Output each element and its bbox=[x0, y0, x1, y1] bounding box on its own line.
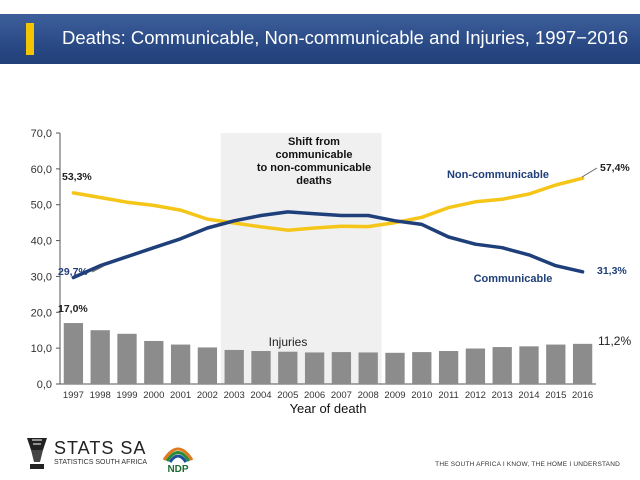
stats-sa-name: STATS SA bbox=[54, 438, 147, 458]
x-tick-label: 2015 bbox=[545, 390, 566, 401]
injuries-bar bbox=[251, 351, 271, 384]
injuries-bar bbox=[492, 347, 512, 384]
injuries-bar bbox=[144, 340, 164, 384]
injuries-series-label: Injuries bbox=[269, 335, 308, 349]
shift-annotation-line: Shift from bbox=[288, 136, 340, 148]
y-tick-label: 30,0 bbox=[31, 271, 52, 283]
x-tick-label: 2011 bbox=[438, 390, 458, 401]
x-axis-label: Year of death bbox=[290, 401, 367, 416]
non-communicable-end-leader bbox=[581, 167, 598, 178]
x-tick-label: 2000 bbox=[143, 390, 164, 401]
x-tick-label: 1999 bbox=[116, 390, 137, 401]
x-tick-label: 2007 bbox=[331, 390, 352, 401]
shaded-region bbox=[220, 133, 382, 384]
shift-annotation-line: deaths bbox=[296, 175, 331, 187]
title-accent-bar bbox=[26, 23, 34, 55]
injuries-bar bbox=[438, 351, 459, 384]
x-tick-label: 2010 bbox=[411, 390, 432, 401]
shift-annotation-line: to non-communicable bbox=[257, 162, 371, 174]
x-tick-label: 2013 bbox=[492, 390, 513, 401]
y-tick-label: 0,0 bbox=[37, 379, 52, 391]
x-tick-label: 1997 bbox=[63, 390, 84, 401]
non-communicable-line bbox=[71, 176, 585, 232]
non-communicable-start-label: 53,3% bbox=[62, 171, 92, 183]
y-tick-label: 20,0 bbox=[31, 307, 52, 319]
injuries-bar bbox=[224, 349, 244, 384]
injuries-bar bbox=[412, 352, 432, 384]
x-tick-label: 2009 bbox=[384, 390, 405, 401]
injuries-bar bbox=[358, 352, 378, 384]
x-tick-label: 2012 bbox=[465, 390, 486, 401]
title-banner: Deaths: Communicable, Non-communicable a… bbox=[0, 14, 640, 64]
communicable-line bbox=[71, 210, 585, 280]
injuries-bar bbox=[197, 347, 218, 384]
x-tick-label: 1998 bbox=[90, 390, 111, 401]
injuries-bar bbox=[572, 343, 593, 384]
x-tick-label: 2014 bbox=[518, 390, 539, 401]
x-tick-label: 2003 bbox=[224, 390, 245, 401]
injuries-bar bbox=[465, 348, 486, 384]
x-tick-label: 2004 bbox=[250, 390, 271, 401]
y-tick-label: 60,0 bbox=[31, 164, 52, 176]
stats-sa-emblem-icon bbox=[27, 438, 47, 469]
x-tick-label: 2006 bbox=[304, 390, 325, 401]
injuries-bar bbox=[90, 330, 110, 384]
injuries-bar bbox=[385, 352, 405, 384]
y-tick-label: 40,0 bbox=[31, 236, 52, 248]
communicable-series-label: Communicable bbox=[474, 273, 553, 285]
page-title: Deaths: Communicable, Non-communicable a… bbox=[62, 27, 629, 48]
x-tick-label: 2016 bbox=[572, 390, 593, 401]
injuries-bar bbox=[117, 333, 137, 384]
deaths-chart: 0,0 10,0 20,0 30,0 40,0 50,0 60,0 70,0 1997 1998 1… bbox=[31, 128, 632, 416]
injuries-bar bbox=[546, 344, 566, 384]
injuries-start-label: 17,0% bbox=[58, 303, 88, 315]
ndp-logo: NDP bbox=[162, 447, 194, 474]
ndp-logo-text: NDP bbox=[167, 464, 188, 474]
x-tick-label: 2008 bbox=[358, 390, 379, 401]
x-tick-label: 2005 bbox=[277, 390, 298, 401]
x-tick-label: 2001 bbox=[170, 390, 191, 401]
y-tick-label: 10,0 bbox=[31, 343, 52, 355]
injuries-bar bbox=[304, 352, 325, 384]
injuries-bar bbox=[278, 351, 298, 384]
y-tick-label: 50,0 bbox=[31, 200, 52, 212]
x-tick-label: 2002 bbox=[197, 390, 218, 401]
injuries-bar bbox=[170, 344, 191, 384]
injuries-bar bbox=[63, 323, 84, 384]
communicable-start-label: 29,7% bbox=[58, 266, 88, 278]
non-communicable-end-label: 57,4% bbox=[600, 162, 630, 174]
communicable-start-leader bbox=[91, 265, 105, 273]
shift-annotation-line: communicable bbox=[275, 149, 352, 161]
injuries-bar bbox=[331, 352, 352, 384]
injuries-bar bbox=[519, 346, 539, 384]
stats-sa-logo: STATS SA STATISTICS SOUTH AFRICA bbox=[24, 434, 148, 474]
y-tick-label: 70,0 bbox=[31, 128, 52, 140]
stats-sa-subtitle: STATISTICS SOUTH AFRICA bbox=[54, 459, 148, 466]
footer-slogan: THE SOUTH AFRICA I KNOW, THE HOME I UNDE… bbox=[435, 461, 620, 468]
non-communicable-series-label: Non-communicable bbox=[447, 169, 549, 181]
communicable-end-label: 31,3% bbox=[597, 265, 627, 277]
injuries-end-label: 11,2% bbox=[598, 334, 631, 348]
